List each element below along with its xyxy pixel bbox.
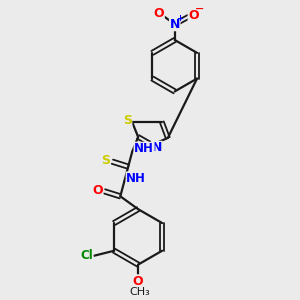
Text: O: O <box>154 7 164 20</box>
Text: N: N <box>152 141 162 154</box>
Text: O: O <box>133 275 143 288</box>
Text: O: O <box>92 184 103 197</box>
Text: +: + <box>176 14 183 23</box>
Text: NH: NH <box>126 172 146 185</box>
Text: −: − <box>195 4 204 14</box>
Text: CH₃: CH₃ <box>130 287 151 297</box>
Text: O: O <box>188 9 199 22</box>
Text: N: N <box>169 18 180 31</box>
Text: Cl: Cl <box>80 249 93 262</box>
Text: S: S <box>101 154 110 167</box>
Text: S: S <box>123 114 132 127</box>
Text: NH: NH <box>134 142 154 155</box>
